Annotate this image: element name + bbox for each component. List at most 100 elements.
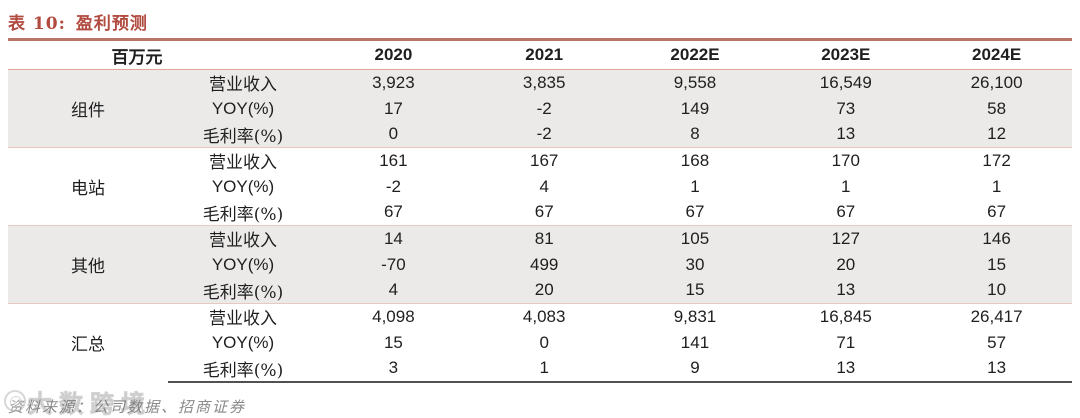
value-cell: -70 xyxy=(318,251,469,278)
value-cell: 9 xyxy=(619,355,771,383)
value-cell: 172 xyxy=(921,147,1072,174)
value-cell: 17 xyxy=(318,95,469,122)
value-cell: 20 xyxy=(468,277,620,304)
value-cell: 1 xyxy=(991,176,1002,196)
value-cell: 170 xyxy=(770,147,922,174)
table-title-text: 盈利预测 xyxy=(75,14,148,34)
group-label: 汇总 xyxy=(8,303,168,382)
value-cell: 15 xyxy=(383,332,403,352)
value-cell: 3 xyxy=(318,355,469,383)
value-cell: 16,845 xyxy=(770,303,922,330)
row-label: 毛利率(%) xyxy=(202,204,284,225)
row-label: 毛利率(%) xyxy=(168,121,318,148)
source-text: 资料来源：公司数据、招商证券 xyxy=(8,397,247,416)
value-cell: 4,083 xyxy=(468,303,620,330)
table-row: YOY(%) -2 4 1 1 1 xyxy=(8,174,1072,200)
row-label: YOY(%) xyxy=(168,95,318,122)
value-cell: 14 xyxy=(318,225,469,252)
row-label: 毛利率(%) xyxy=(168,355,318,383)
group-label: 电站 xyxy=(8,147,168,226)
value-cell: 71 xyxy=(836,332,856,352)
value-cell: 0 xyxy=(539,332,549,352)
value-cell: 15 xyxy=(921,251,1072,278)
value-cell: 67 xyxy=(836,202,856,222)
value-cell: 168 xyxy=(619,147,771,174)
value-cell: 9,558 xyxy=(619,69,771,96)
value-cell: 105 xyxy=(619,225,771,252)
value-cell: 167 xyxy=(468,147,620,174)
table-row: 毛利率(%) 0 -2 8 13 12 xyxy=(8,121,1072,148)
value-cell: 10 xyxy=(921,277,1072,304)
value-cell: 16,549 xyxy=(770,69,922,96)
value-cell: 13 xyxy=(770,121,922,148)
value-cell: 1 xyxy=(690,176,700,196)
table-row: 其他 营业收入 14 81 105 127 146 xyxy=(8,225,1072,304)
table-row: 毛利率(%) 3 1 9 13 13 xyxy=(8,355,1072,383)
value-cell: 26,417 xyxy=(921,303,1072,330)
value-cell: 67 xyxy=(383,202,403,222)
value-cell: 127 xyxy=(770,225,922,252)
column-header-2024e: 2024E xyxy=(921,39,1072,70)
value-cell: 161 xyxy=(318,147,469,174)
value-cell: 141 xyxy=(680,332,710,352)
column-header-2022e: 2022E xyxy=(619,39,771,70)
value-cell: 13 xyxy=(770,277,922,304)
row-label: YOY(%) xyxy=(168,251,318,278)
value-cell: 15 xyxy=(619,277,771,304)
table-number-label: 表 10: xyxy=(8,14,66,34)
footer: 资料来源：公司数据、招商证券 大数跨境 xyxy=(4,388,1080,418)
value-cell: 67 xyxy=(685,202,705,222)
row-label: 营业收入 xyxy=(168,225,318,252)
table-title: 表 10: 盈利预测 xyxy=(0,0,1080,38)
value-cell: 12 xyxy=(921,121,1072,148)
value-cell: 1 xyxy=(468,355,620,383)
row-label: 营业收入 xyxy=(168,69,318,96)
value-cell: 146 xyxy=(921,225,1072,252)
table-row: 毛利率(%) 4 20 15 13 10 xyxy=(8,277,1072,304)
table-row: YOY(%) -70 499 30 20 15 xyxy=(8,251,1072,278)
group-label: 其他 xyxy=(8,225,168,304)
column-header-2020: 2020 xyxy=(318,39,469,70)
value-cell: 149 xyxy=(619,95,771,122)
value-cell: 13 xyxy=(921,355,1072,383)
value-cell: 67 xyxy=(987,202,1007,222)
value-cell: 3,835 xyxy=(468,69,620,96)
value-cell: 8 xyxy=(619,121,771,148)
row-label: YOY(%) xyxy=(211,332,275,352)
table-row: 组件 营业收入 3,923 3,835 9,558 16,549 26,100 xyxy=(8,69,1072,148)
table-row: YOY(%) 17 -2 149 73 58 xyxy=(8,95,1072,122)
row-label: YOY(%) xyxy=(211,176,275,196)
table-row: 电站 营业收入 161 167 168 170 172 xyxy=(8,147,1072,226)
table-row: YOY(%) 15 0 141 71 57 xyxy=(8,330,1072,356)
unit-header: 百万元 xyxy=(8,39,318,70)
value-cell: 20 xyxy=(770,251,922,278)
value-cell: -2 xyxy=(385,176,401,196)
row-label: 营业收入 xyxy=(168,147,318,174)
value-cell: 1 xyxy=(841,176,851,196)
header-row: 百万元 2020 2021 2022E 2023E 2024E xyxy=(8,39,1072,70)
column-header-2021: 2021 xyxy=(468,39,620,70)
row-label: 营业收入 xyxy=(168,303,318,330)
value-cell: 9,831 xyxy=(619,303,771,330)
value-cell: 13 xyxy=(770,355,922,383)
value-cell: -2 xyxy=(468,121,620,148)
value-cell: 499 xyxy=(468,251,620,278)
value-cell: 30 xyxy=(619,251,771,278)
forecast-table: 百万元 2020 2021 2022E 2023E 2024E 组件 营业收入 … xyxy=(8,38,1072,383)
row-label: 毛利率(%) xyxy=(168,277,318,304)
value-cell: 26,100 xyxy=(921,69,1072,96)
value-cell: 73 xyxy=(770,95,922,122)
value-cell: 4 xyxy=(318,277,469,304)
value-cell: 58 xyxy=(921,95,1072,122)
value-cell: 0 xyxy=(318,121,469,148)
value-cell: 57 xyxy=(987,332,1007,352)
value-cell: 4,098 xyxy=(318,303,469,330)
group-label: 组件 xyxy=(8,69,168,148)
value-cell: 3,923 xyxy=(318,69,469,96)
column-header-2023e: 2023E xyxy=(770,39,922,70)
value-cell: 4 xyxy=(539,176,549,196)
value-cell: 67 xyxy=(534,202,554,222)
value-cell: -2 xyxy=(468,95,620,122)
table-row: 汇总 营业收入 4,098 4,083 9,831 16,845 26,417 xyxy=(8,303,1072,382)
